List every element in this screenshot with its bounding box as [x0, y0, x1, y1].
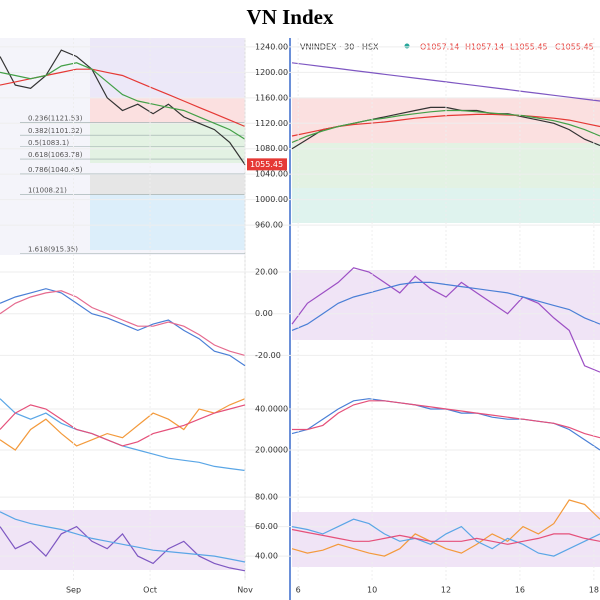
band — [0, 510, 245, 570]
series-line — [0, 511, 246, 563]
series-line — [0, 49, 246, 165]
series-line — [291, 267, 600, 373]
y-tick-label: 40.00 — [255, 552, 278, 561]
series-line — [0, 62, 246, 140]
y-tick-label: 1160.00 — [255, 93, 288, 102]
band — [292, 143, 600, 188]
y-tick-label: 1240.00 — [255, 42, 288, 51]
series-line — [0, 404, 246, 447]
y-tick-label: 20.00 — [255, 268, 278, 277]
x-tick-label: 6 — [296, 586, 301, 595]
series-line — [291, 499, 600, 557]
fib-label: 0.236(1121.53) — [28, 114, 83, 122]
y-tick-label: 80.00 — [255, 493, 278, 502]
page-title: VN Index — [247, 5, 334, 29]
x-tick-label: 16 — [515, 586, 525, 595]
band — [292, 188, 600, 223]
y-tick-label: 1200.00 — [255, 68, 288, 77]
y-tick-label: 960.00 — [255, 221, 283, 230]
y-tick-label: 1080.00 — [255, 144, 288, 153]
y-tick-label: 1120.00 — [255, 119, 288, 128]
x-tick-label: 18 — [589, 586, 599, 595]
band — [90, 175, 245, 195]
x-tick-label: 12 — [441, 586, 451, 595]
series-line — [0, 290, 246, 356]
fib-label: 1(1008.21) — [28, 186, 67, 194]
y-tick-label: 1000.00 — [255, 195, 288, 204]
x-tick-label: Nov — [237, 586, 253, 595]
fib-label: 1.618(915.35) — [28, 246, 78, 254]
series-line — [0, 398, 246, 451]
band — [90, 98, 245, 123]
y-tick-label: 0.00 — [255, 309, 273, 318]
series-line — [291, 62, 600, 102]
band — [90, 38, 245, 98]
last-price-tag — [247, 158, 287, 171]
x-tick-label: Sep — [66, 586, 81, 595]
series-line — [291, 518, 600, 557]
fib-label: 0.5(1083.1) — [28, 139, 69, 147]
y-tick-label: 20.0000 — [255, 446, 288, 455]
series-line — [292, 400, 600, 439]
y-tick-label: -20.00 — [255, 351, 281, 360]
fib-label: 0.618(1063.78) — [28, 151, 83, 159]
y-tick-label: 60.00 — [255, 522, 278, 531]
y-tick-label: 40.0000 — [255, 404, 288, 413]
last-price-label: 1055.45 — [250, 160, 283, 169]
band — [90, 123, 245, 163]
series-line — [0, 525, 246, 572]
x-tick-label: Oct — [143, 586, 157, 595]
fib-label: 0.786(1040.45) — [28, 166, 83, 174]
x-tick-label: 10 — [367, 586, 377, 595]
series-line — [291, 528, 600, 545]
band — [90, 195, 245, 250]
fib-label: 0.382(1101.32) — [28, 127, 83, 135]
band — [292, 270, 600, 340]
status-dot — [404, 43, 410, 49]
series-line — [291, 281, 600, 331]
series-line — [0, 288, 246, 367]
y-tick-label: 1040.00 — [255, 170, 288, 179]
